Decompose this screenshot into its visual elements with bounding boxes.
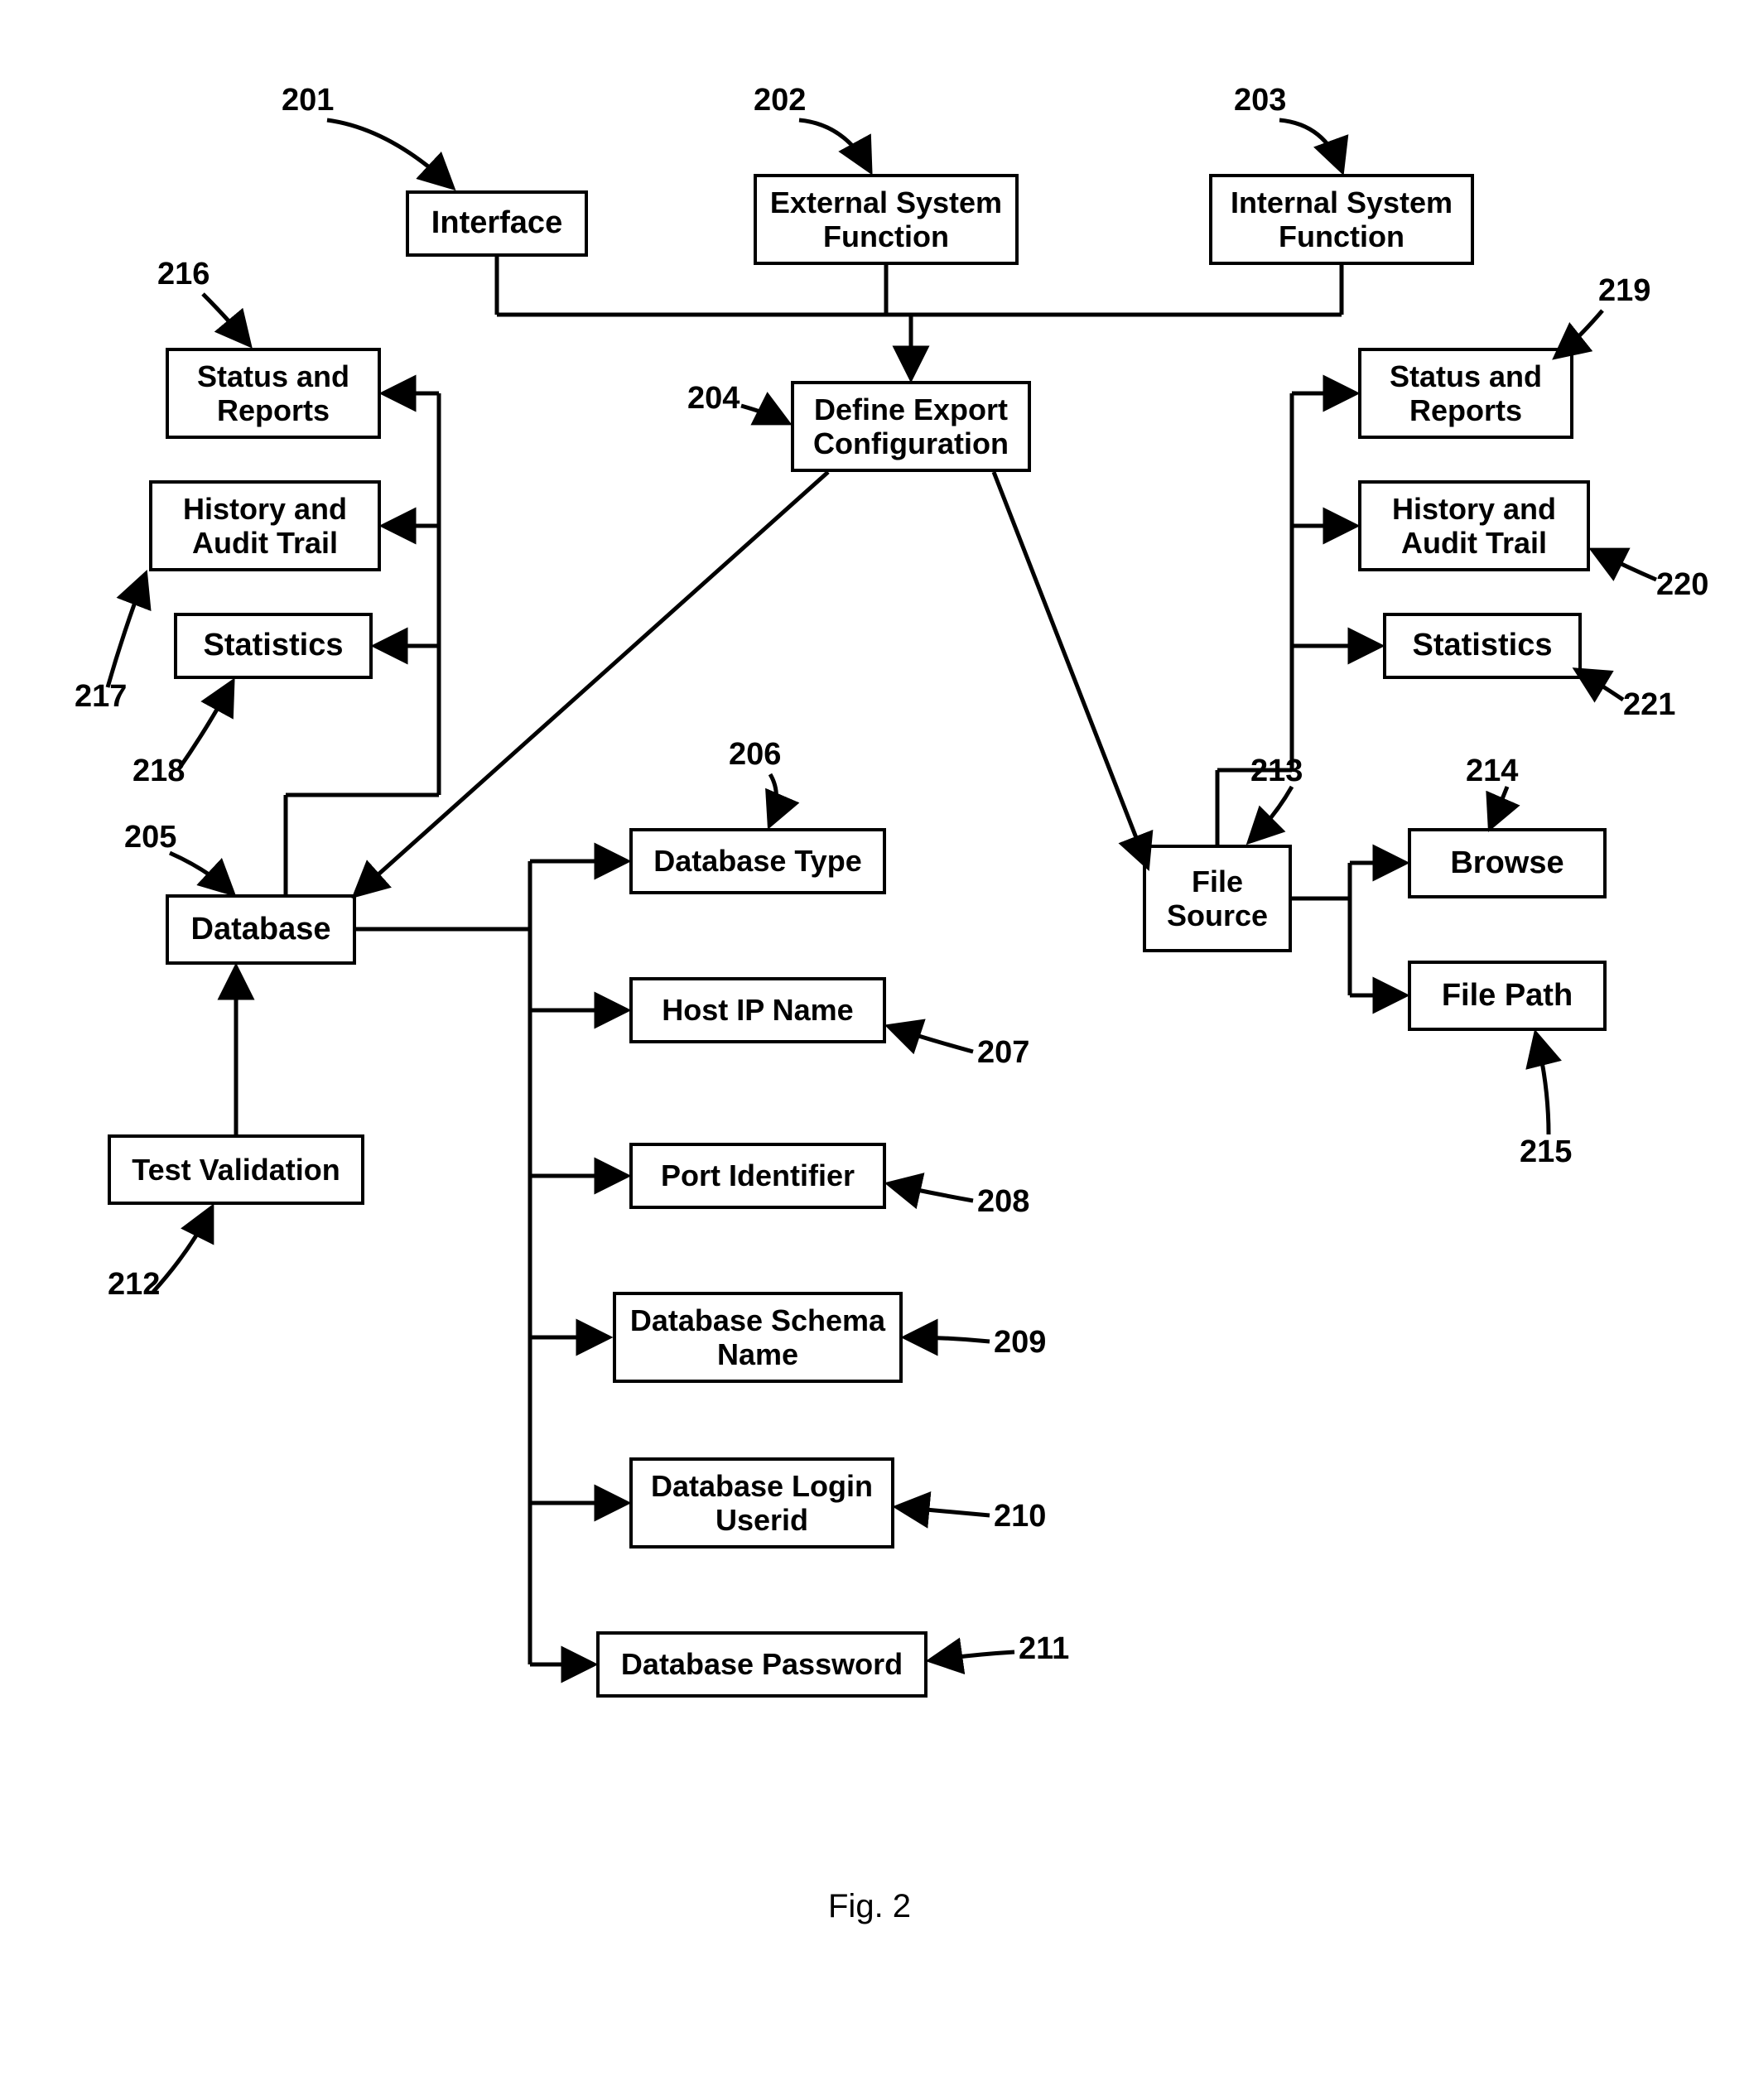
node-label: Database Password xyxy=(621,1647,903,1681)
node-label: Database xyxy=(191,912,331,948)
ref-208: 208 xyxy=(977,1184,1029,1220)
node-external-system: External SystemFunction xyxy=(754,174,1019,265)
ref-205: 205 xyxy=(124,820,176,855)
node-history-audit-r: History andAudit Trail xyxy=(1358,480,1590,571)
node-define-export: Define ExportConfiguration xyxy=(791,381,1031,472)
node-file-path: File Path xyxy=(1408,961,1607,1031)
node-interface: Interface xyxy=(406,190,588,257)
ref-206: 206 xyxy=(729,737,781,773)
node-internal-system: Internal SystemFunction xyxy=(1209,174,1474,265)
node-db-schema: Database SchemaName xyxy=(613,1292,903,1383)
ref-213: 213 xyxy=(1250,754,1303,789)
ref-217: 217 xyxy=(75,679,127,715)
node-label: Statistics xyxy=(204,628,344,664)
ref-202: 202 xyxy=(754,83,806,118)
connectors xyxy=(0,0,1749,2100)
node-label: Interface xyxy=(431,205,562,242)
ref-218: 218 xyxy=(132,754,185,789)
node-label: File Path xyxy=(1442,978,1573,1014)
ref-220: 220 xyxy=(1656,567,1708,603)
diagram-canvas: Interface External SystemFunction Intern… xyxy=(0,0,1749,2100)
node-label: Statistics xyxy=(1413,628,1553,664)
node-status-reports-r: Status andReports xyxy=(1358,348,1573,439)
node-label: Database SchemaName xyxy=(630,1303,885,1372)
ref-207: 207 xyxy=(977,1035,1029,1071)
ref-203: 203 xyxy=(1234,83,1286,118)
node-label: Port Identifier xyxy=(661,1158,855,1192)
node-host-ip: Host IP Name xyxy=(629,977,886,1043)
node-label: External SystemFunction xyxy=(770,185,1002,254)
node-label: Status andReports xyxy=(1390,359,1542,428)
node-label: Define ExportConfiguration xyxy=(813,393,1009,461)
node-label: Status andReports xyxy=(197,359,349,428)
node-label: Host IP Name xyxy=(662,993,853,1027)
node-label: FileSource xyxy=(1167,865,1268,933)
node-port-identifier: Port Identifier xyxy=(629,1143,886,1209)
ref-210: 210 xyxy=(994,1499,1046,1534)
node-database-type: Database Type xyxy=(629,828,886,894)
node-db-login: Database LoginUserid xyxy=(629,1457,894,1549)
ref-214: 214 xyxy=(1466,754,1518,789)
ref-211: 211 xyxy=(1019,1631,1069,1667)
ref-201: 201 xyxy=(282,83,334,118)
node-label: Browse xyxy=(1450,845,1564,882)
ref-215: 215 xyxy=(1520,1134,1572,1170)
node-label: History andAudit Trail xyxy=(1392,492,1556,561)
ref-216: 216 xyxy=(157,257,210,292)
ref-204: 204 xyxy=(687,381,740,417)
figure-caption: Fig. 2 xyxy=(828,1888,911,1925)
node-label: Internal SystemFunction xyxy=(1231,185,1453,254)
node-label: Database LoginUserid xyxy=(651,1469,873,1538)
node-test-validation: Test Validation xyxy=(108,1134,364,1205)
node-history-audit-l: History andAudit Trail xyxy=(149,480,381,571)
ref-209: 209 xyxy=(994,1325,1046,1361)
node-browse: Browse xyxy=(1408,828,1607,898)
node-label: History andAudit Trail xyxy=(183,492,347,561)
node-label: Database Type xyxy=(653,844,861,878)
node-db-password: Database Password xyxy=(596,1631,928,1698)
ref-221: 221 xyxy=(1623,687,1675,723)
ref-219: 219 xyxy=(1598,273,1650,309)
node-statistics-l: Statistics xyxy=(174,613,373,679)
ref-212: 212 xyxy=(108,1267,160,1303)
node-file-source: FileSource xyxy=(1143,845,1292,952)
node-statistics-r: Statistics xyxy=(1383,613,1582,679)
node-status-reports-l: Status andReports xyxy=(166,348,381,439)
node-database: Database xyxy=(166,894,356,965)
node-label: Test Validation xyxy=(132,1153,340,1187)
